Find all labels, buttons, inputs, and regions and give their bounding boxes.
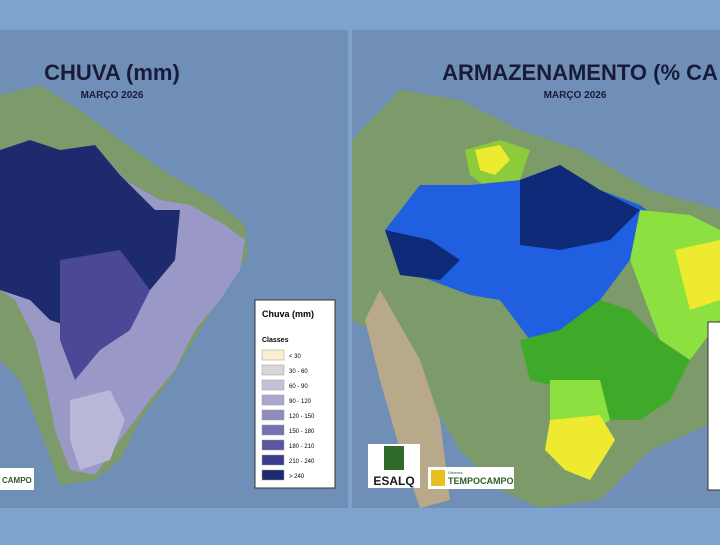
logo-emblem (431, 470, 445, 486)
logo: CAMPO (2, 476, 32, 485)
legend-label: 90 - 120 (289, 399, 312, 405)
legend-swatch (261, 439, 285, 451)
legend-swatch (261, 364, 285, 376)
legend-label: < 30 (289, 354, 302, 360)
legend-title: Chuva (mm) (262, 309, 314, 319)
legend-label: 180 - 210 (289, 444, 315, 450)
legend-swatch (261, 424, 285, 436)
legend-label: 120 - 150 (289, 414, 315, 420)
map-subtitle: MARÇO 2026 (544, 90, 607, 101)
legend-label: > 240 (289, 474, 305, 480)
logo-box (428, 467, 514, 489)
legend-label: 150 - 180 (289, 429, 315, 435)
legend: Chuva (mm) Classes < 30 30 - 60 60 - 90 90 … (254, 299, 336, 489)
right-map (352, 30, 720, 508)
legend-label: 210 - 240 (289, 459, 315, 465)
legend-label: 60 - 90 (289, 384, 308, 390)
legend-swatch (261, 409, 285, 421)
map-title: ARMAZENAMENTO (% CA (442, 60, 718, 85)
map-subtitle: MARÇO 2026 (81, 90, 144, 101)
left-map (0, 30, 348, 508)
legend-subtitle: Classes (262, 337, 289, 344)
legend-swatch (261, 349, 285, 361)
logo-emblem (384, 446, 404, 470)
logo-small: Sistema (448, 470, 463, 475)
legend-swatch (261, 454, 285, 466)
map-title: CHUVA (mm) (44, 60, 180, 85)
legend-swatch (261, 469, 285, 481)
logo: ESALQ (373, 474, 414, 488)
legend-label: 30 - 60 (289, 369, 308, 375)
legend-swatch (261, 379, 285, 391)
logo-box (0, 468, 34, 490)
legend-swatch (261, 394, 285, 406)
logo: TEMPOCAMPO (448, 476, 514, 486)
